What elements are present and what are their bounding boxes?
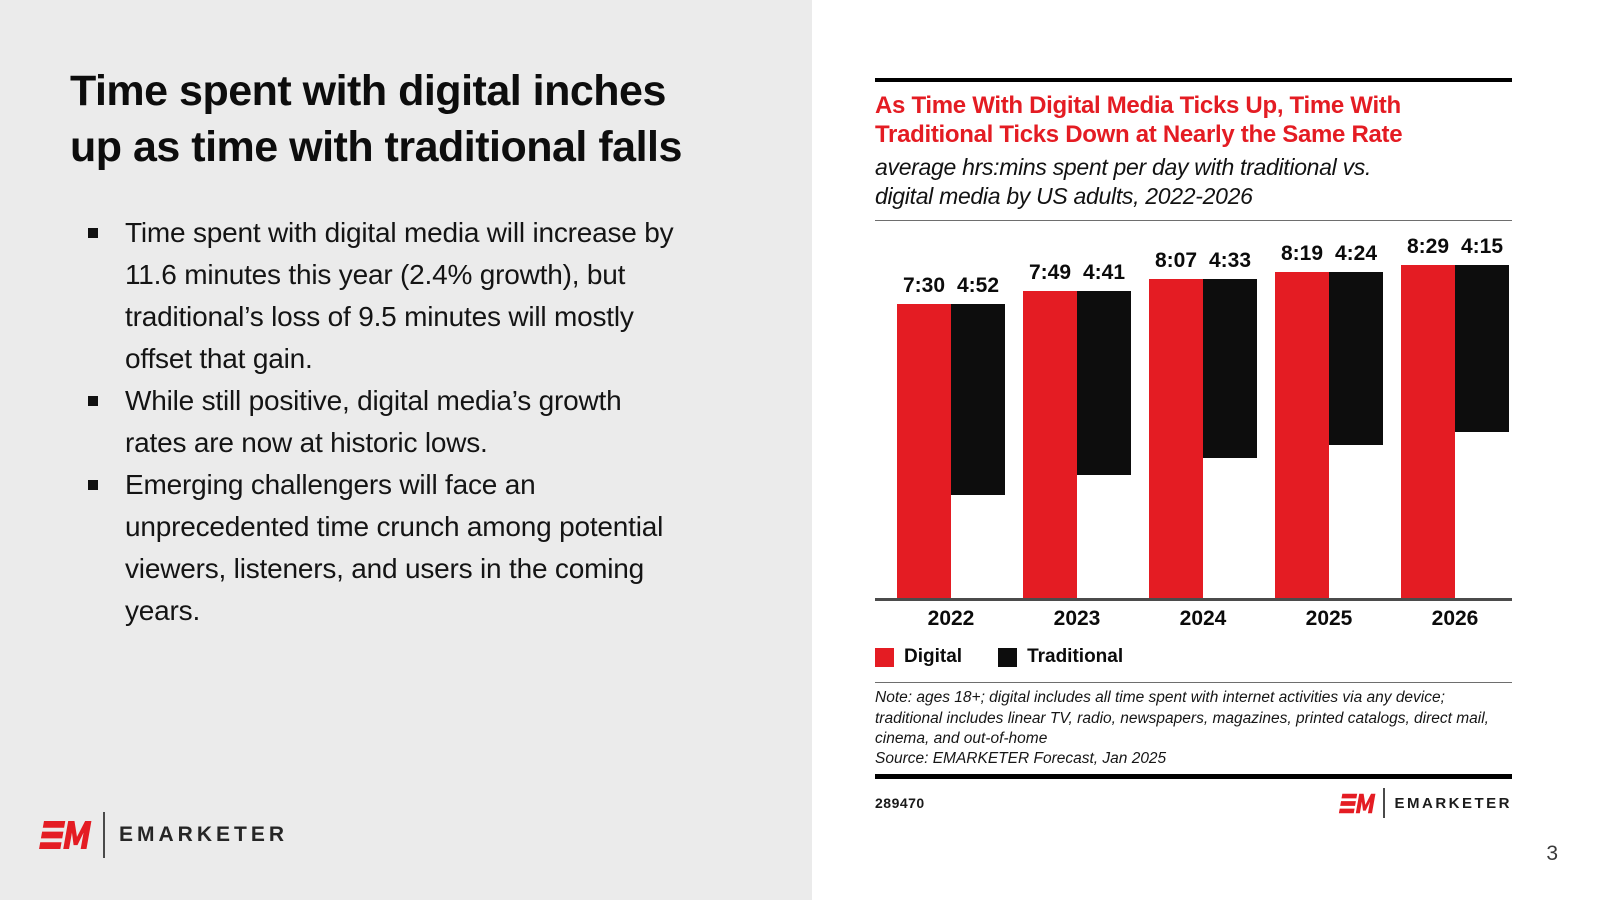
- digital-value-label: 8:19: [1280, 242, 1324, 266]
- chart-top-rule: [875, 78, 1512, 82]
- digital-bar-2026: 8:29: [1401, 235, 1455, 599]
- chart-bottom-rule: [875, 774, 1512, 780]
- chart-card: As Time With Digital Media Ticks Up, Tim…: [875, 78, 1512, 819]
- chart-panel: As Time With Digital Media Ticks Up, Tim…: [812, 0, 1600, 900]
- digital-bar-2022: 7:30: [897, 274, 951, 599]
- x-tick-label-2026: 2026: [1431, 607, 1479, 631]
- traditional-value-label: 4:41: [1082, 261, 1126, 285]
- bar-group-2025: 8:19 4:24: [1275, 242, 1383, 599]
- bar-group-2022: 7:30 4:52: [897, 274, 1005, 599]
- emarketer-logo-small: EMARKETER: [1336, 788, 1512, 819]
- legend-item-digital: Digital: [875, 646, 962, 668]
- traditional-bar-2025: 4:24: [1329, 242, 1383, 446]
- chart-id: 289470: [875, 795, 925, 812]
- chart-legend: Digital Traditional: [875, 646, 1512, 668]
- logo-divider: [103, 812, 105, 858]
- traditional-bar-2022: 4:52: [951, 274, 1005, 496]
- em-logo-mark-icon: [39, 820, 92, 850]
- bullet-square-icon: [88, 395, 98, 406]
- traditional-bar-2026: 4:15: [1455, 235, 1509, 433]
- digital-value-label: 8:07: [1154, 249, 1198, 273]
- x-tick-label-2023: 2023: [1053, 607, 1101, 631]
- chart-footer: 289470 EMARKETER: [875, 788, 1512, 819]
- em-logo-mark-icon: [1339, 793, 1376, 813]
- chart-title: As Time With Digital Media Ticks Up, Tim…: [875, 92, 1403, 149]
- chart-note-rule: [875, 682, 1512, 684]
- text-panel: Time spent with digital inches up as tim…: [0, 0, 812, 900]
- traditional-bar-2023: 4:41: [1077, 261, 1131, 476]
- chart-header-rule: [875, 220, 1512, 222]
- chart-source: Source: EMARKETER Forecast, Jan 2025: [875, 749, 1167, 767]
- bullet-list: Time spent with digital media will incre…: [70, 212, 772, 632]
- x-tick-label-2022: 2022: [927, 607, 975, 631]
- x-tick-label-2024: 2024: [1179, 607, 1227, 631]
- traditional-swatch-icon: [998, 647, 1018, 667]
- chart-subtitle: average hrs:mins spent per day with trad…: [875, 153, 1372, 209]
- bar-group-2026: 8:29 4:15: [1401, 235, 1509, 599]
- digital-value-label: 7:30: [902, 274, 946, 298]
- legend-item-traditional: Traditional: [998, 646, 1123, 668]
- bar-group-2024: 8:07 4:33: [1149, 249, 1257, 599]
- legend-label-traditional: Traditional: [1027, 646, 1124, 668]
- digital-value-label: 7:49: [1028, 261, 1072, 285]
- bullet-text: Time spent with digital media will incre…: [125, 216, 674, 374]
- bullet-text: Emerging challengers will face an unprec…: [125, 468, 664, 626]
- bullet-item: Emerging challengers will face an unprec…: [70, 464, 772, 632]
- digital-bar-2024: 8:07: [1149, 249, 1203, 599]
- traditional-value-label: 4:24: [1334, 242, 1378, 266]
- traditional-bar-2024: 4:33: [1203, 249, 1257, 459]
- bullet-item: Time spent with digital media will incre…: [70, 212, 772, 380]
- logo-divider: [1383, 788, 1386, 819]
- digital-swatch-icon: [875, 647, 894, 667]
- bullet-item: While still positive, digital media’s gr…: [70, 380, 772, 464]
- legend-label-digital: Digital: [904, 646, 963, 668]
- digital-bar-2025: 8:19: [1275, 242, 1329, 599]
- page-number: 3: [1546, 842, 1558, 865]
- bullet-text: While still positive, digital media’s gr…: [125, 384, 622, 458]
- digital-value-label: 8:29: [1406, 235, 1450, 259]
- chart-note: Note: ages 18+; digital includes all tim…: [875, 689, 1489, 747]
- digital-bar-2023: 7:49: [1023, 261, 1077, 599]
- bullet-square-icon: [88, 479, 98, 490]
- bar-chart-plot: 7:30 4:52 7:49 4:41 8:07 4:33 8:19 4:24 8:29 4:15: [875, 221, 1512, 602]
- traditional-value-label: 4:15: [1460, 235, 1504, 259]
- x-tick-label-2025: 2025: [1305, 607, 1353, 631]
- slide-title: Time spent with digital inches up as tim…: [70, 67, 682, 171]
- traditional-value-label: 4:52: [956, 274, 1000, 298]
- x-axis-labels: 2022 2023 2024 2025 2026: [875, 607, 1512, 631]
- bullet-square-icon: [88, 227, 98, 238]
- emarketer-logo: EMARKETER: [35, 812, 288, 858]
- logo-wordmark: EMARKETER: [119, 823, 289, 846]
- traditional-value-label: 4:33: [1208, 249, 1252, 273]
- bar-group-2023: 7:49 4:41: [1023, 261, 1131, 599]
- logo-wordmark: EMARKETER: [1394, 794, 1512, 812]
